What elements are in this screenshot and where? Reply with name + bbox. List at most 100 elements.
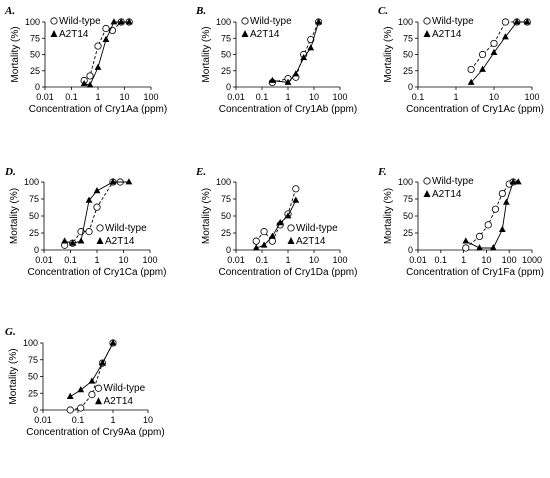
- y-axis-title: Mortality (%): [201, 188, 212, 244]
- legend-label: Wild-type: [250, 16, 292, 27]
- x-axis-title: Concentration of Cry1Ac (ppm): [406, 104, 544, 115]
- y-tick-label: 75: [29, 194, 39, 204]
- data-point: [88, 390, 96, 399]
- data-point: [117, 18, 125, 25]
- y-tick-label: 75: [30, 33, 40, 43]
- data-point: [77, 386, 85, 393]
- y-tick-label: 50: [221, 211, 231, 221]
- x-tick-label: 100: [332, 255, 347, 265]
- legend-marker: [287, 224, 295, 232]
- chart-panel-a: A. 0 25 50 75 100 0.01 0.1 1 10 100 Concentration o…: [4, 5, 167, 115]
- y-tick-label: 25: [221, 66, 231, 76]
- series-a2t14: [66, 339, 117, 399]
- data-point: [300, 53, 308, 61]
- data-point: [502, 33, 509, 40]
- data-point: [80, 79, 88, 87]
- x-tick-label: 100: [524, 92, 539, 102]
- y-tick-label: 0: [226, 245, 231, 255]
- data-point: [99, 359, 106, 366]
- y-axis-title: Mortality (%): [8, 348, 19, 404]
- x-tick-label: 0.1: [64, 255, 77, 265]
- x-tick-label: 1: [95, 92, 100, 102]
- y-tick-label: 0: [226, 82, 231, 92]
- legend-label: A2T14: [104, 396, 134, 407]
- y-tick-label: 25: [403, 66, 413, 76]
- y-tick-label: 75: [221, 194, 231, 204]
- data-point: [86, 81, 94, 88]
- legend-marker: [423, 177, 431, 185]
- chart-panel-d: D. 0 25 50 75 100 0.01 0.1 1 10 100 Concentration o…: [4, 166, 166, 278]
- series-wild-type: [462, 178, 517, 252]
- series-line: [465, 181, 519, 249]
- x-tick-label: 0.1: [412, 92, 425, 102]
- x-tick-label: 10: [143, 415, 153, 425]
- data-point: [292, 70, 300, 77]
- series-a2t14: [61, 178, 133, 246]
- data-point: [476, 244, 483, 251]
- data-point: [61, 237, 69, 244]
- legend-label: Wild-type: [59, 16, 101, 27]
- data-point: [467, 65, 475, 74]
- x-axis-title: Concentration of Cry1Ca (ppm): [28, 267, 167, 278]
- data-point: [268, 232, 276, 239]
- data-point: [498, 225, 506, 232]
- x-tick-label: 10: [489, 92, 499, 102]
- y-tick-label: 100: [398, 177, 413, 187]
- y-tick-label: 100: [25, 17, 40, 27]
- data-point: [513, 18, 521, 25]
- y-axis-title: Mortality (%): [383, 188, 394, 244]
- x-axis-title: Concentration of Cry1Fa (ppm): [406, 267, 544, 278]
- x-tick-label: 1: [461, 255, 466, 265]
- y-tick-label: 50: [221, 50, 231, 60]
- legend-label: A2T14: [296, 236, 326, 247]
- chart-panel-g: G. 0 25 50 75 100 0.01 0.1 1 10 Concentration of C…: [5, 326, 165, 438]
- data-point: [498, 189, 506, 198]
- y-axis-title: Mortality (%): [10, 26, 21, 82]
- x-tick-label: 100: [143, 92, 158, 102]
- y-axis-title: Mortality (%): [9, 188, 20, 244]
- x-axis-title: Concentration of Cry9Aa (ppm): [26, 427, 164, 438]
- chart-panel-b: B. 0 25 50 75 100 0.01 0.1 1 10 100 Concentration o…: [195, 5, 357, 115]
- y-axis-title: Mortality (%): [383, 26, 394, 82]
- y-tick-label: 50: [28, 372, 38, 382]
- legend: Wild-type A2T14: [423, 176, 474, 200]
- y-tick-label: 0: [408, 245, 413, 255]
- data-point: [260, 228, 268, 236]
- data-point: [102, 35, 110, 42]
- legend-marker: [241, 30, 249, 37]
- data-point: [85, 228, 93, 236]
- legend-marker: [423, 30, 431, 37]
- data-point: [102, 24, 110, 33]
- x-axis-title: Concentration of Cry1Ab (ppm): [219, 104, 357, 115]
- y-tick-label: 75: [221, 33, 231, 43]
- legend-marker: [96, 224, 104, 232]
- x-tick-label: 10: [118, 255, 128, 265]
- legend: Wild-type A2T14: [287, 223, 338, 247]
- legend-marker: [96, 236, 104, 244]
- legend: Wild-type A2T14: [50, 16, 101, 40]
- data-point: [523, 18, 531, 25]
- legend-label: Wild-type: [105, 223, 147, 234]
- data-point: [252, 244, 260, 251]
- y-tick-label: 75: [403, 194, 413, 204]
- x-tick-label: 0.01: [35, 255, 53, 265]
- y-tick-label: 75: [403, 33, 413, 43]
- legend-label: A2T14: [59, 29, 89, 40]
- data-point: [66, 406, 74, 414]
- data-point: [284, 78, 292, 85]
- series-line: [470, 21, 528, 83]
- data-point: [509, 178, 517, 185]
- legend-marker: [50, 30, 58, 37]
- y-tick-label: 50: [29, 211, 39, 221]
- y-tick-label: 25: [403, 228, 413, 238]
- data-point: [125, 178, 133, 185]
- legend: Wild-type A2T14: [241, 16, 292, 40]
- data-point: [478, 50, 487, 59]
- chart-panel-e: E. 0 25 50 75 100 0.01 0.1 1 10 100 Concentration o…: [195, 166, 357, 278]
- legend-marker: [287, 236, 295, 244]
- x-tick-label: 100: [332, 92, 347, 102]
- series-a2t14: [252, 196, 300, 251]
- data-point: [93, 203, 101, 211]
- panel-letter: E.: [195, 166, 206, 178]
- x-tick-label: 0.01: [409, 255, 427, 265]
